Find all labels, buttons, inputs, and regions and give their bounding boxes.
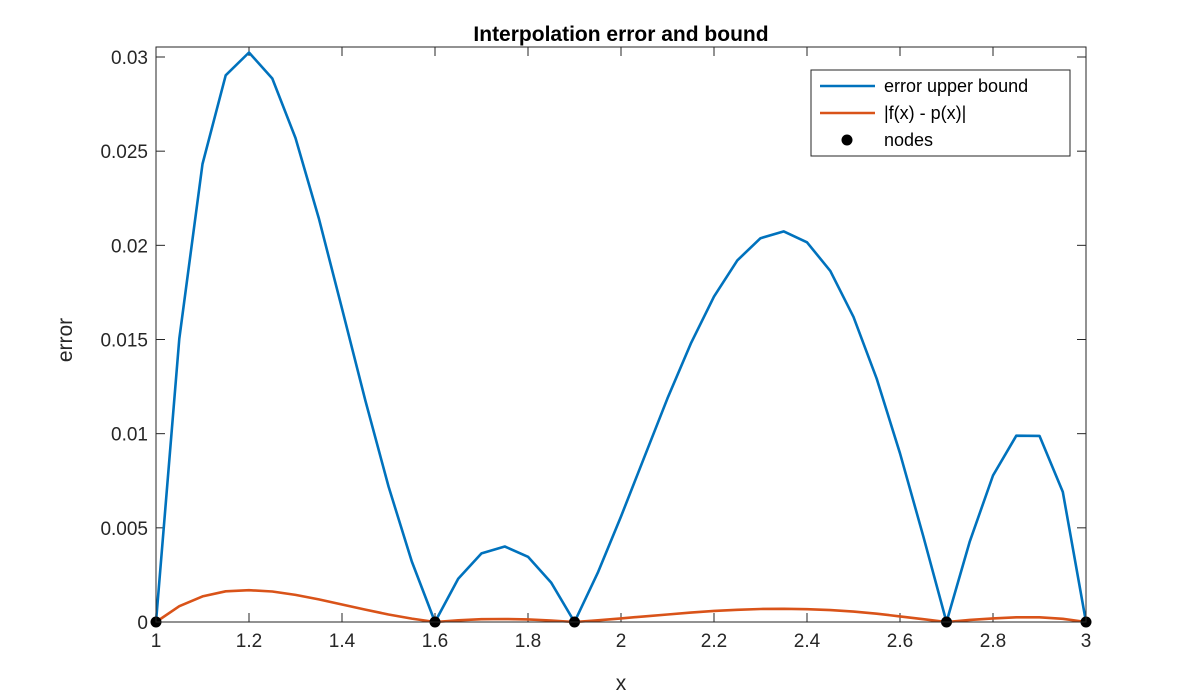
series-line-0 (154, 51, 1088, 624)
y-tick-label: 0.025 (100, 142, 148, 163)
legend-entry: nodes (884, 130, 933, 150)
x-axis-label: x (616, 672, 627, 695)
y-axis-label: error (54, 318, 77, 362)
y-tick-label: 0.03 (111, 48, 148, 69)
chart-title: Interpolation error and bound (473, 23, 768, 46)
x-tick-label: 1.8 (515, 631, 541, 652)
legend: error upper bound |f(x) - p(x)| nodes (810, 69, 1071, 157)
x-tick-label: 2.6 (887, 631, 913, 652)
legend-entry: |f(x) - p(x)| (884, 103, 966, 123)
y-tick-label: 0.01 (111, 425, 148, 446)
y-tick-label: 0.005 (100, 519, 148, 540)
y-tick-label: 0.02 (111, 236, 148, 257)
legend-swatch-2 (841, 134, 853, 146)
plot-area-frame (155, 46, 1087, 623)
x-tick-label: 1.4 (329, 631, 356, 652)
x-tick-label: 1.6 (422, 631, 448, 652)
y-tick-label: 0 (137, 613, 148, 634)
x-tick-label: 2.8 (980, 631, 1006, 652)
x-tick-label: 2.4 (794, 631, 821, 652)
x-tick-label: 3 (1081, 631, 1092, 652)
y-tick-label: 0.015 (100, 331, 148, 352)
legend-entry: error upper bound (884, 76, 1028, 96)
x-tick-label: 1 (151, 631, 162, 652)
x-tick-label: 1.2 (236, 631, 262, 652)
series-line-1 (155, 588, 1087, 624)
x-tick-label: 2.2 (701, 631, 727, 652)
x-tick-label: 2 (616, 631, 627, 652)
